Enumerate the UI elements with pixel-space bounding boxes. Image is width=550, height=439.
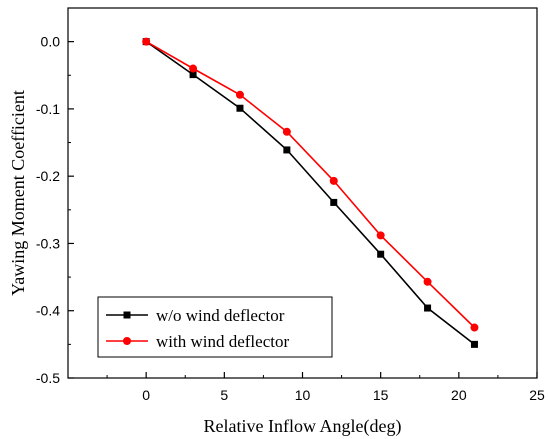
y-tick-label: -0.2 [36, 168, 60, 184]
y-tick-label: -0.5 [36, 370, 60, 386]
data-point [142, 37, 151, 46]
data-point [423, 277, 432, 286]
data-point [282, 127, 291, 136]
legend: w/o wind deflector with wind deflector [97, 296, 333, 358]
y-tick-label: 0.0 [41, 34, 61, 50]
x-tick-label: 25 [529, 387, 545, 403]
legend-marker-0 [123, 311, 131, 319]
data-point [424, 304, 432, 312]
x-tick-label: 15 [373, 387, 389, 403]
x-tick-label: 5 [220, 387, 228, 403]
x-tick-label: 10 [295, 387, 311, 403]
series-line-0 [145, 40, 475, 346]
data-point [470, 340, 478, 348]
y-tick-label: -0.3 [36, 235, 60, 251]
x-axis-title: Relative Inflow Angle(deg) [204, 416, 402, 437]
x-tick-label: 20 [451, 387, 467, 403]
x-axis: 0 5 10 15 20 25 [106, 372, 545, 403]
legend-entry-1: with wind deflector [106, 332, 289, 351]
data-point [236, 104, 244, 112]
data-point [329, 176, 338, 185]
data-point [283, 146, 291, 154]
data-point [235, 90, 244, 99]
data-point [189, 64, 198, 73]
legend-box [97, 296, 333, 358]
legend-entry-0: w/o wind deflector [106, 306, 285, 325]
legend-label-0: w/o wind deflector [156, 306, 285, 325]
series-line-1 [145, 40, 476, 329]
data-point [377, 250, 385, 258]
data-point [330, 198, 338, 206]
x-tick-label: 0 [142, 387, 150, 403]
y-axis: 0.0 -0.1 -0.2 -0.3 -0.4 -0.5 [36, 34, 74, 386]
legend-marker-1 [123, 337, 131, 345]
y-tick-label: -0.1 [36, 101, 60, 117]
data-point [376, 231, 385, 240]
y-tick-label: -0.4 [36, 303, 60, 319]
series-layer [142, 37, 479, 348]
data-point [470, 323, 479, 332]
data-point [189, 71, 197, 79]
series-1 [142, 37, 479, 332]
legend-label-1: with wind deflector [156, 332, 289, 351]
y-axis-title: Yawing Moment Coefficient [8, 90, 28, 296]
